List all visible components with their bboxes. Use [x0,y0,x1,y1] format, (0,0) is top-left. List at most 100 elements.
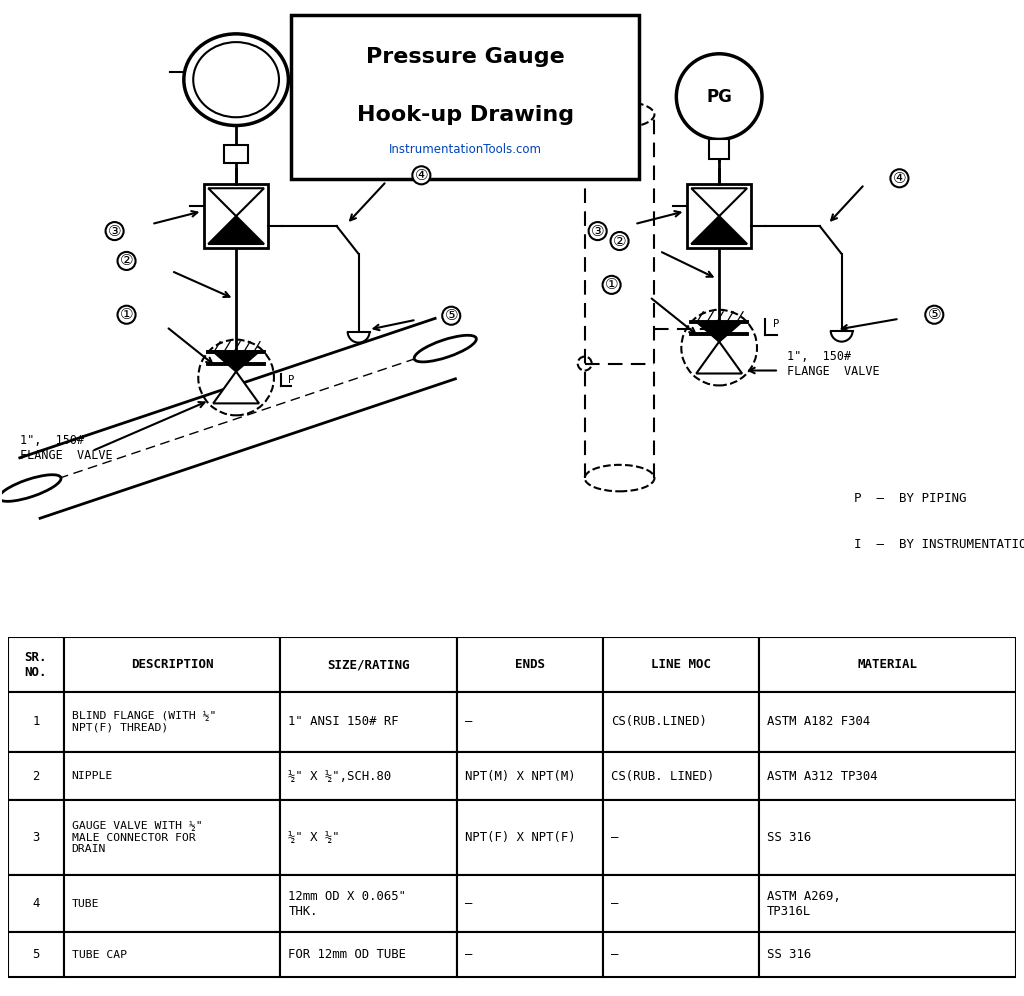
Text: I  –  BY INSTRUMENTATION: I – BY INSTRUMENTATION [854,538,1024,552]
Ellipse shape [194,42,279,118]
Text: ⑤: ⑤ [444,308,458,324]
Polygon shape [696,342,742,374]
Text: ½" X ½",SCH.80: ½" X ½",SCH.80 [289,770,391,783]
Text: ①: ① [605,277,618,293]
Bar [63,801,281,874]
Text: 1",  150#
FLANGE  VALVE: 1", 150# FLANGE VALVE [786,350,880,377]
Bar [8,752,63,801]
Circle shape [676,54,762,139]
Text: SS 316: SS 316 [767,831,811,844]
Text: PG: PG [707,88,732,106]
Bar [281,801,457,874]
Text: ½" X ½": ½" X ½" [289,831,340,844]
Polygon shape [691,216,748,244]
Polygon shape [208,216,264,244]
Bar [281,932,457,977]
Bar [457,932,603,977]
Bar [759,932,1016,977]
Bar [603,932,759,977]
Bar [224,145,248,163]
Polygon shape [696,322,742,342]
Text: ③: ③ [108,223,122,239]
Bar [457,874,603,932]
Bar [204,184,268,248]
Text: SS 316: SS 316 [767,948,811,961]
Text: TUBE: TUBE [72,898,99,908]
Text: InstrumentationTools.com: InstrumentationTools.com [389,142,542,156]
Text: 2: 2 [32,770,40,783]
Bar [759,637,1016,692]
Bar [8,637,63,692]
Text: SIZE/RATING: SIZE/RATING [327,658,410,671]
Bar [759,752,1016,801]
Text: TUBE CAP: TUBE CAP [72,949,127,959]
Text: Hook-up Drawing: Hook-up Drawing [356,105,573,124]
Polygon shape [691,188,748,216]
Text: 3: 3 [32,831,40,844]
Bar [603,692,759,752]
Text: BLIND FLANGE (WITH ½"
NPT(F) THREAD): BLIND FLANGE (WITH ½" NPT(F) THREAD) [72,711,216,733]
Bar [281,752,457,801]
Text: ASTM A269,
TP316L: ASTM A269, TP316L [767,889,841,917]
Text: CS(RUB.LINED): CS(RUB.LINED) [610,715,707,728]
Text: NPT(F) X NPT(F): NPT(F) X NPT(F) [465,831,575,844]
Text: ⑤: ⑤ [928,307,941,323]
Text: 1: 1 [32,715,40,728]
Text: SR.
NO.: SR. NO. [25,650,47,679]
Text: –: – [610,897,618,910]
Text: –: – [465,715,472,728]
Text: ENDS: ENDS [515,658,545,671]
Text: P: P [773,319,779,329]
Bar [687,184,751,248]
Bar [759,692,1016,752]
Bar [603,874,759,932]
Text: 5: 5 [32,948,40,961]
Text: –: – [465,948,472,961]
Bar [710,139,729,159]
Text: NPT(M) X NPT(M): NPT(M) X NPT(M) [465,770,575,783]
Text: 1",  150#
FLANGE  VALVE: 1", 150# FLANGE VALVE [20,434,113,462]
Ellipse shape [414,336,476,362]
Text: –: – [610,831,618,844]
Bar [281,637,457,692]
Text: DESCRIPTION: DESCRIPTION [131,658,213,671]
Text: MATERIAL: MATERIAL [857,658,918,671]
Text: –: – [610,948,618,961]
Bar [8,932,63,977]
Bar [457,692,603,752]
Bar [281,692,457,752]
Text: 1" ANSI 150# RF: 1" ANSI 150# RF [289,715,399,728]
Text: NIPPLE: NIPPLE [72,771,113,781]
Bar [759,801,1016,874]
Text: ②: ② [120,253,133,269]
Polygon shape [213,352,259,372]
Bar [63,874,281,932]
Text: P  –  BY PIPING: P – BY PIPING [854,491,966,505]
Text: ④: ④ [415,167,428,183]
Text: ASTM A182 F304: ASTM A182 F304 [767,715,870,728]
Bar [63,637,281,692]
Bar [63,692,281,752]
Text: ASTM A312 TP304: ASTM A312 TP304 [767,770,878,783]
Text: LINE MOC: LINE MOC [651,658,711,671]
Text: ③: ③ [591,223,604,239]
Bar [457,801,603,874]
Bar [603,801,759,874]
Bar [8,874,63,932]
Ellipse shape [184,34,289,125]
Bar [8,692,63,752]
Text: –: – [465,897,472,910]
Bar [291,15,639,179]
Bar [457,752,603,801]
Text: 4: 4 [32,897,40,910]
Bar [8,801,63,874]
Bar [63,752,281,801]
Text: FOR 12mm OD TUBE: FOR 12mm OD TUBE [289,948,407,961]
Polygon shape [213,372,259,403]
Ellipse shape [0,475,61,501]
Text: ④: ④ [893,170,906,186]
Bar [281,874,457,932]
Text: Pressure Gauge: Pressure Gauge [366,47,564,67]
Text: CS(RUB. LINED): CS(RUB. LINED) [610,770,714,783]
Bar [457,637,603,692]
